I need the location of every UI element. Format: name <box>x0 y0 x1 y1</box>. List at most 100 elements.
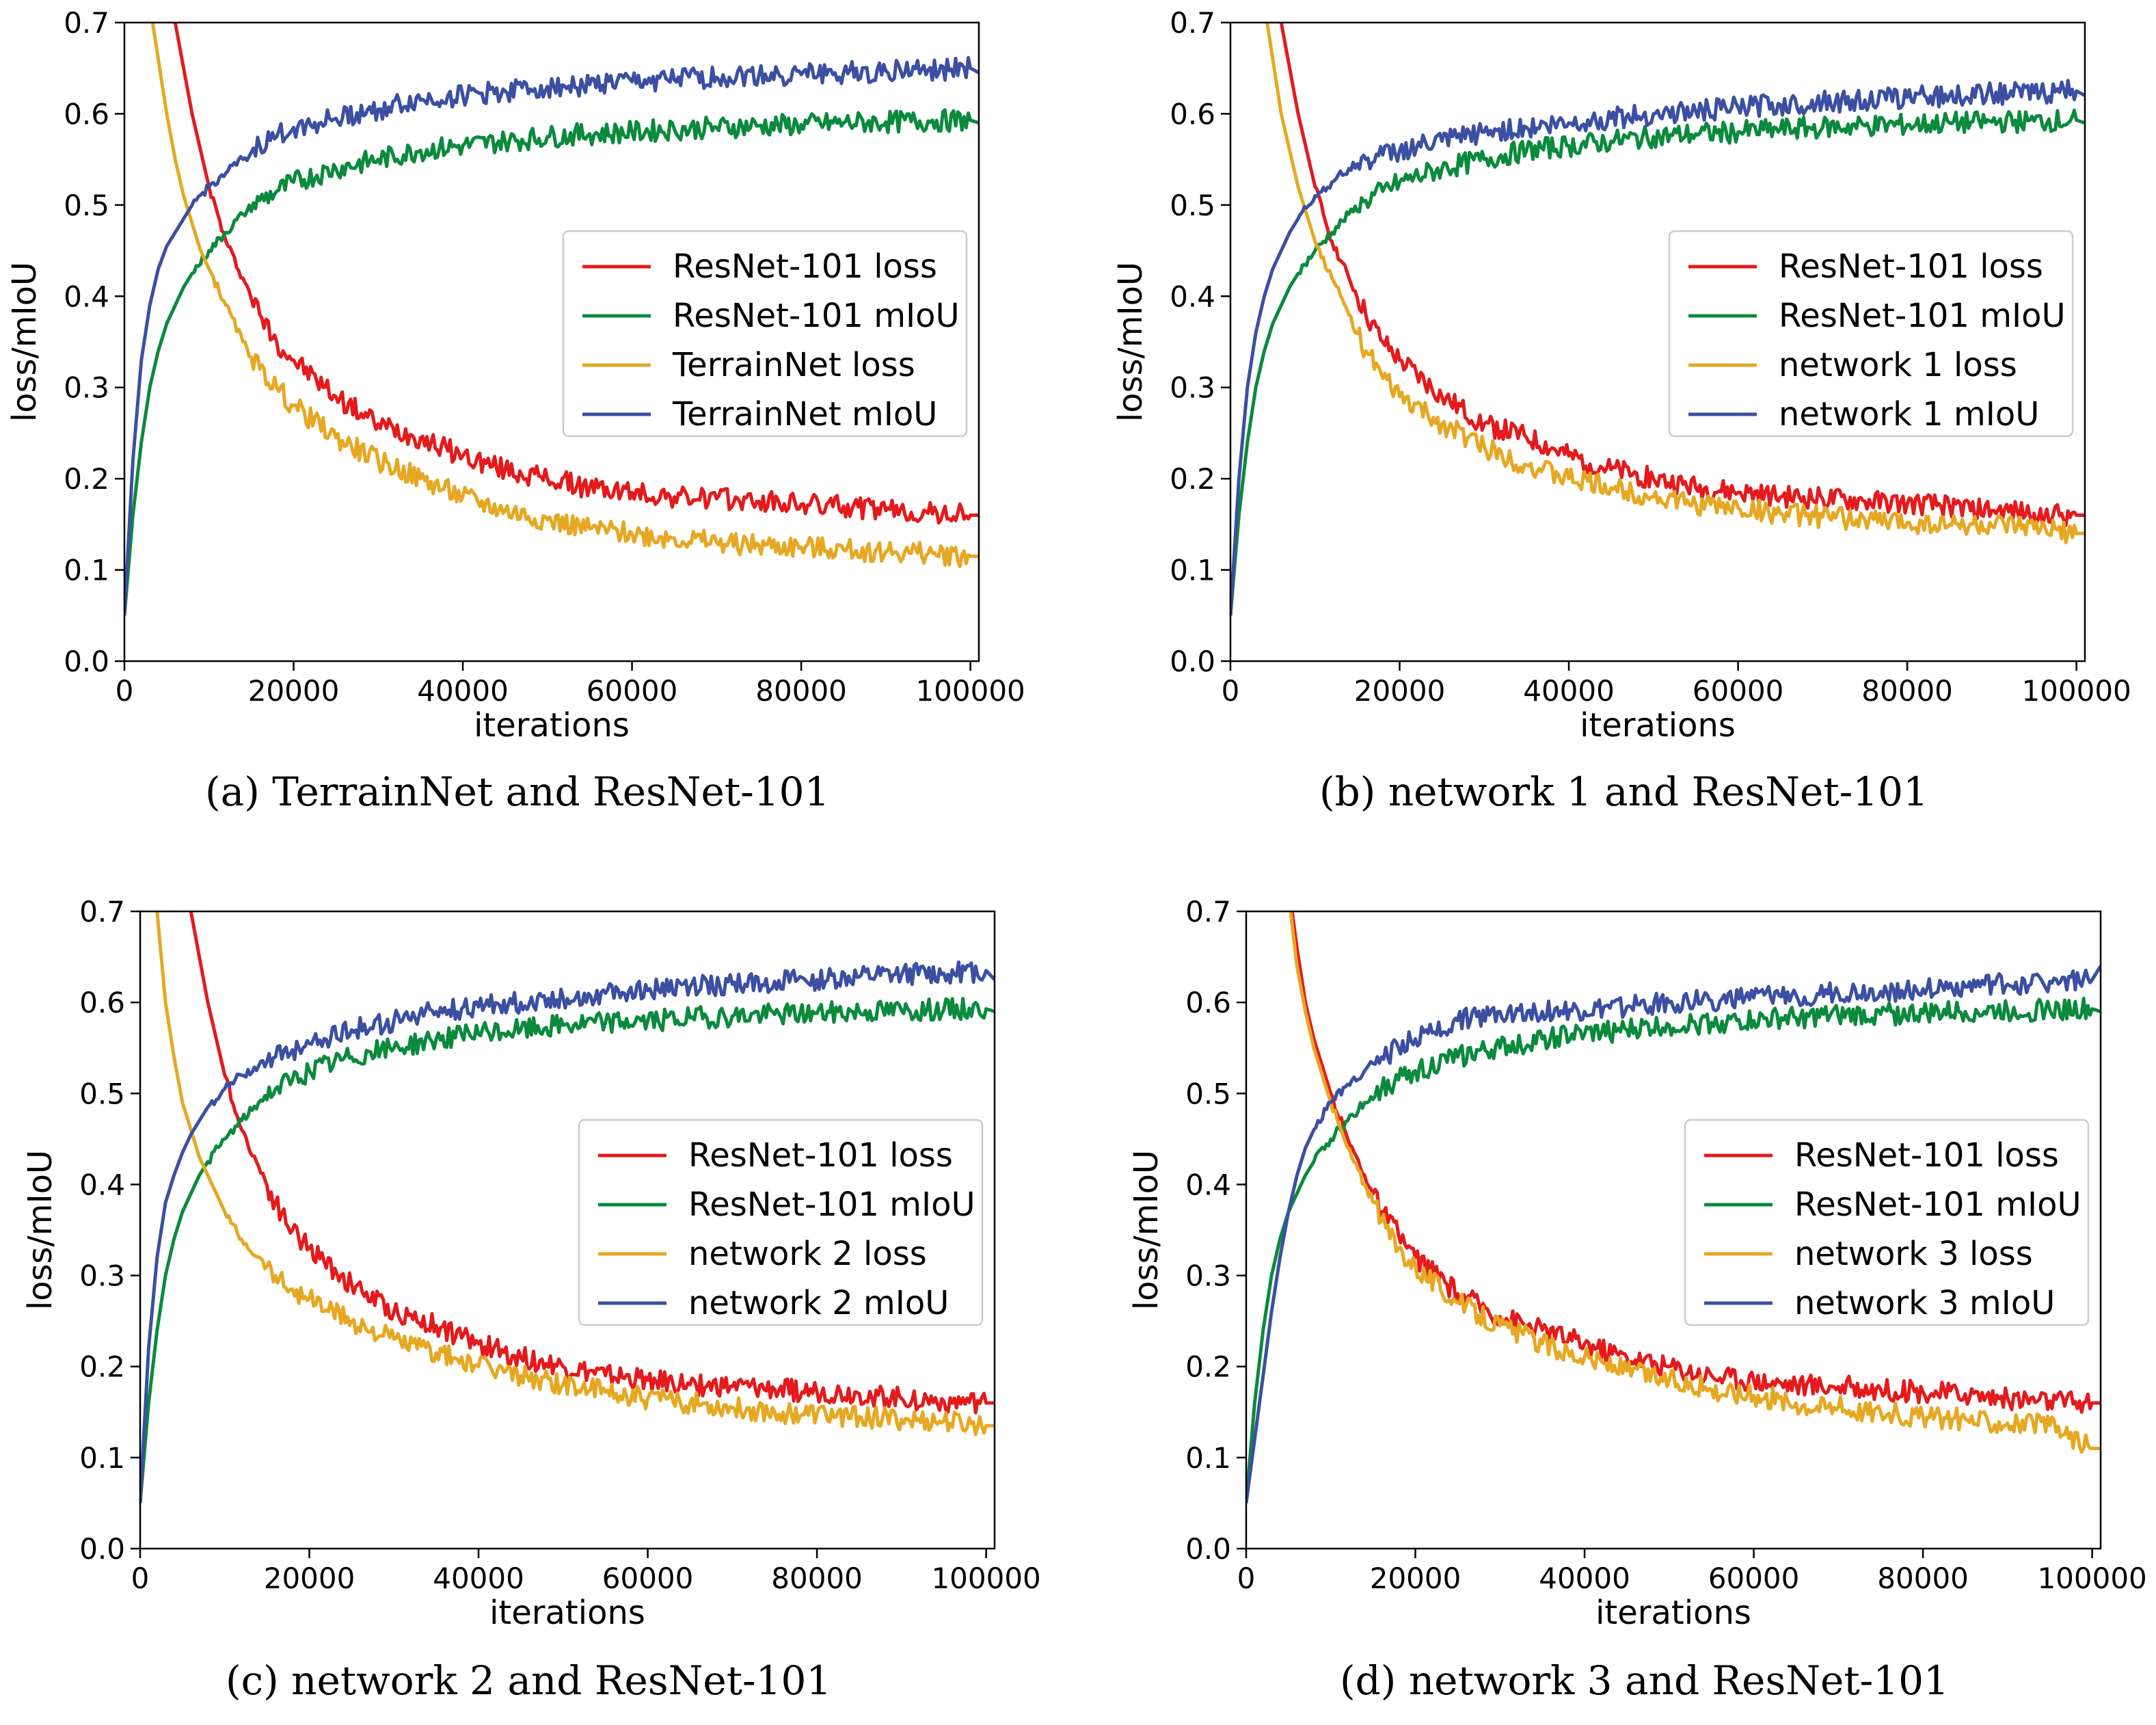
y-tick-label: 0.6 <box>1170 97 1215 131</box>
legend-entry: TerrainNet loss <box>672 346 915 384</box>
legend-entry: ResNet-101 mIoU <box>688 1186 975 1224</box>
y-tick-label: 0.1 <box>64 554 109 587</box>
plot-frame <box>123 21 980 663</box>
series-line-network-2-miou <box>140 960 995 1503</box>
x-axis-label: iterations <box>1580 706 1736 745</box>
x-tick-label: 100000 <box>931 1562 1040 1595</box>
y-tick-label: 0.6 <box>1185 986 1231 1019</box>
x-tick-label: 60000 <box>1708 1562 1800 1595</box>
legend-entry: network 3 mIoU <box>1794 1284 2055 1322</box>
y-axis-label: loss/mIoU <box>1127 1150 1165 1310</box>
y-axis-label: loss/mIoU <box>5 262 44 422</box>
y-tick-label: 0.0 <box>64 645 109 678</box>
x-tick-label: 20000 <box>1370 1562 1461 1595</box>
x-tick-label: 0 <box>116 674 134 708</box>
x-tick-label: 20000 <box>264 1562 355 1595</box>
x-tick-label: 20000 <box>1354 674 1446 708</box>
y-tick-label: 0.2 <box>79 1350 125 1384</box>
series-line-resnet-101-miou <box>124 108 979 616</box>
figure-caption: (d) network 3 and ResNet-101 <box>1340 1657 1949 1704</box>
y-tick-label: 0.4 <box>79 1168 125 1201</box>
legend-entry: network 1 mIoU <box>1779 395 2039 433</box>
legend-box <box>1668 230 2074 438</box>
y-axis-label: loss/mIoU <box>1111 262 1150 422</box>
legend-box <box>562 230 968 438</box>
y-tick-label: 0.5 <box>79 1077 125 1110</box>
series-line-resnet-101-loss <box>189 911 995 1415</box>
y-tick-label: 0.5 <box>64 189 109 222</box>
legend: ResNet-101 loss ResNet-101 mIoU network 1 … <box>1668 230 2074 438</box>
series-line-network-1-miou <box>1230 79 2085 616</box>
x-tick-label: 20000 <box>248 674 340 708</box>
series-line-network-2-loss <box>155 911 995 1436</box>
x-tick-label: 100000 <box>2021 674 2131 708</box>
series-line-network-3-loss <box>1289 911 2101 1454</box>
legend-entry: network 2 loss <box>688 1235 927 1273</box>
x-axis-label: iterations <box>489 1594 645 1632</box>
x-tick-label: 40000 <box>433 1562 524 1595</box>
x-tick-label: 40000 <box>417 674 509 708</box>
x-tick-label: 100000 <box>2037 1562 2146 1595</box>
x-tick-label: 80000 <box>771 1562 863 1595</box>
y-tick-label: 0.1 <box>1185 1441 1231 1475</box>
series-line-resnet-101-loss <box>1279 23 2085 527</box>
y-tick-label: 0.7 <box>1170 6 1215 40</box>
legend-entry: ResNet-101 loss <box>1779 248 2043 286</box>
x-tick-label: 0 <box>1237 1562 1256 1595</box>
y-tick-label: 0.6 <box>79 986 125 1019</box>
y-tick-label: 0.2 <box>1185 1350 1231 1384</box>
figure-caption: (b) network 1 and ResNet-101 <box>1319 768 1928 815</box>
legend: ResNet-101 loss ResNet-101 mIoU TerrainNet… <box>562 230 968 438</box>
legend: ResNet-101 loss ResNet-101 mIoU network 2 … <box>578 1119 984 1326</box>
y-tick-label: 0.3 <box>79 1259 125 1293</box>
y-tick-label: 0.5 <box>1185 1077 1231 1110</box>
x-axis-label: iterations <box>474 706 630 745</box>
legend: ResNet-101 loss ResNet-101 mIoU network 3 … <box>1684 1119 2090 1326</box>
legend-entry: ResNet-101 mIoU <box>673 297 960 335</box>
x-tick-label: 40000 <box>1539 1562 1630 1595</box>
x-tick-label: 80000 <box>1861 674 1953 708</box>
y-tick-label: 0.1 <box>79 1441 125 1475</box>
chart-panel-c: 0.0 0.1 0.2 0.3 0.4 0.5 0.6 0.7 0 20000 40000 60000… <box>21 895 1041 1704</box>
legend-entry: ResNet-101 loss <box>1794 1136 2059 1175</box>
y-tick-label: 0.0 <box>1170 645 1215 678</box>
series-line-network-3-miou <box>1246 965 2101 1503</box>
chart-panel-b: 0.0 0.1 0.2 0.3 0.4 0.5 0.6 0.7 0 20000 40000 60000… <box>1111 6 2131 815</box>
y-tick-label: 0.2 <box>64 462 109 496</box>
y-tick-label: 0.3 <box>1185 1259 1231 1293</box>
x-tick-label: 40000 <box>1523 674 1615 708</box>
x-tick-label: 80000 <box>755 674 847 708</box>
chart-panel-d: 0.0 0.1 0.2 0.3 0.4 0.5 0.6 0.7 0 20000 40000 60000… <box>1127 895 2147 1704</box>
series-line-terrainnet-miou <box>124 56 979 616</box>
y-tick-label: 0.4 <box>1185 1168 1231 1201</box>
legend-entry: TerrainNet mIoU <box>672 395 937 433</box>
legend-entry: network 3 loss <box>1794 1235 2033 1273</box>
y-tick-label: 0.3 <box>1170 371 1215 405</box>
legend-entry: ResNet-101 loss <box>673 248 937 286</box>
x-tick-label: 0 <box>1222 674 1240 708</box>
series-line-terrainnet-loss <box>150 23 979 568</box>
series-line-resnet-101-loss <box>173 23 979 525</box>
legend-entry: network 1 loss <box>1779 346 2017 384</box>
x-tick-label: 0 <box>131 1562 150 1595</box>
y-tick-label: 0.0 <box>1185 1532 1231 1566</box>
y-tick-label: 0.0 <box>79 1532 125 1566</box>
legend-entry: network 2 mIoU <box>688 1284 949 1322</box>
x-tick-label: 100000 <box>915 674 1025 708</box>
x-axis-label: iterations <box>1595 1594 1751 1632</box>
y-tick-label: 0.2 <box>1170 462 1215 496</box>
x-tick-label: 60000 <box>602 1562 694 1595</box>
y-tick-label: 0.3 <box>64 371 109 405</box>
chart-panel-a: 0.0 0.1 0.2 0.3 0.4 0.5 0.6 0.7 0 20000 40000 60000… <box>5 6 1025 815</box>
y-tick-label: 0.6 <box>64 97 109 131</box>
series-line-network-1-loss <box>1265 23 2085 545</box>
y-tick-label: 0.4 <box>64 280 109 313</box>
y-tick-label: 0.7 <box>64 6 109 40</box>
x-tick-label: 80000 <box>1877 1562 1969 1595</box>
figure-caption: (a) TerrainNet and ResNet-101 <box>205 768 829 815</box>
legend-entry: ResNet-101 mIoU <box>1779 297 2066 335</box>
plot-frame <box>1245 910 2102 1550</box>
legend-entry: ResNet-101 mIoU <box>1794 1186 2081 1224</box>
y-tick-label: 0.1 <box>1170 554 1215 587</box>
